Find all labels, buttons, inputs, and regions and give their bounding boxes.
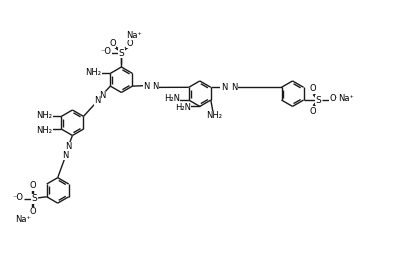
- Text: S: S: [316, 96, 322, 105]
- Text: NH₂: NH₂: [85, 68, 101, 77]
- Text: N: N: [94, 97, 100, 105]
- Text: ⁻O: ⁻O: [101, 47, 112, 56]
- Text: O: O: [29, 207, 36, 216]
- Text: S: S: [32, 194, 38, 203]
- Text: O: O: [29, 181, 36, 190]
- Text: S: S: [119, 49, 124, 57]
- Text: N: N: [152, 82, 159, 91]
- Text: NH₂: NH₂: [36, 111, 52, 120]
- Text: O: O: [309, 107, 316, 116]
- Text: Na⁺: Na⁺: [126, 31, 142, 40]
- Text: H₂N: H₂N: [164, 94, 179, 103]
- Text: H₂N: H₂N: [175, 103, 191, 112]
- Text: N: N: [143, 82, 150, 91]
- Text: N: N: [99, 91, 105, 100]
- Text: O: O: [109, 39, 116, 48]
- Text: Na⁺: Na⁺: [16, 215, 31, 224]
- Text: N: N: [65, 142, 72, 151]
- Text: Na⁺: Na⁺: [338, 93, 354, 103]
- Text: O⁻: O⁻: [329, 94, 340, 103]
- Text: ⁻O: ⁻O: [12, 193, 23, 202]
- Text: N: N: [221, 83, 227, 92]
- Text: NH₂: NH₂: [36, 126, 52, 135]
- Text: O: O: [309, 84, 316, 93]
- Text: O: O: [127, 39, 133, 48]
- Text: NH₂: NH₂: [206, 111, 222, 120]
- Text: N: N: [62, 150, 69, 160]
- Text: N: N: [232, 83, 238, 92]
